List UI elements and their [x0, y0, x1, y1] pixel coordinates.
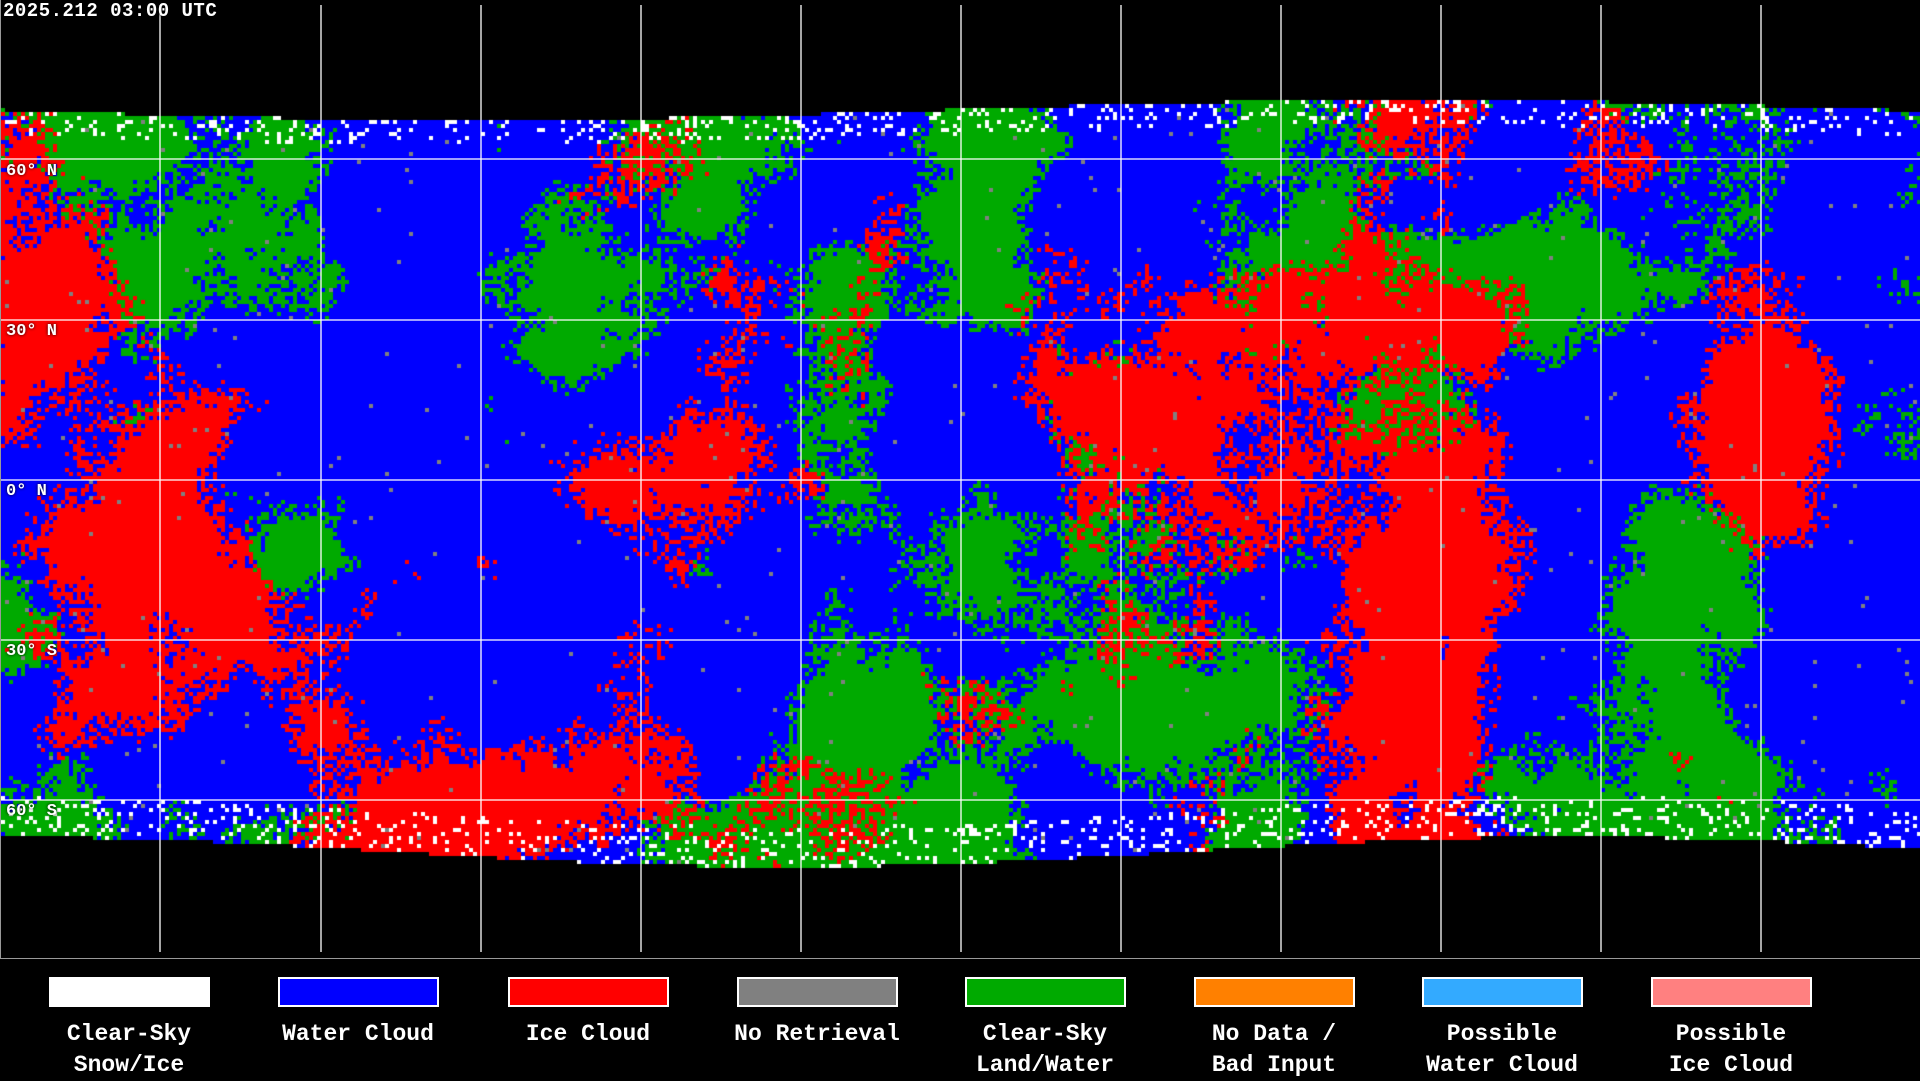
legend-label: Possible Ice Cloud — [1668, 1021, 1794, 1078]
lat-label-60n: 60° N — [6, 162, 58, 181]
legend-swatch — [963, 976, 1127, 1008]
legend-item-possible-ice-cloud: Possible Ice Cloud — [1626, 976, 1836, 1081]
lat-label-30s: 30° S — [6, 642, 58, 661]
legend-item-ice-cloud: Ice Cloud — [483, 976, 693, 1050]
legend-label: Water Cloud — [282, 1021, 434, 1047]
legend-label: Clear-Sky Snow/Ice — [66, 1021, 192, 1078]
legend-label: Possible Water Cloud — [1426, 1021, 1578, 1078]
legend-label: No Data / Bad Input — [1211, 1021, 1337, 1078]
legend-swatch — [276, 976, 440, 1008]
legend-swatch — [1420, 976, 1584, 1008]
legend-item-water-cloud: Water Cloud — [253, 976, 463, 1050]
legend-swatch — [47, 976, 211, 1008]
legend-swatch — [735, 976, 899, 1008]
legend-item-possible-water-cloud: Possible Water Cloud — [1397, 976, 1607, 1081]
lat-lon-grid — [1, 5, 1920, 952]
legend-label: Ice Cloud — [525, 1021, 651, 1047]
legend-swatch — [1649, 976, 1813, 1008]
legend-item-clear-sky-land-water: Clear-Sky Land/Water — [940, 976, 1150, 1081]
legend-item-no-data: No Data / Bad Input — [1169, 976, 1379, 1081]
lat-label-0n: 0° N — [6, 482, 47, 501]
legend-item-clear-sky-snow-ice: Clear-Sky Snow/Ice — [24, 976, 234, 1081]
legend-label: Clear-Sky Land/Water — [975, 1021, 1115, 1078]
lat-label-30n: 30° N — [6, 322, 58, 341]
legend-label: No Retrieval — [734, 1021, 900, 1047]
cloud-phase-map — [0, 0, 1920, 959]
legend-swatch — [506, 976, 670, 1008]
timestamp: 2025.212 03:00 UTC — [3, 0, 218, 22]
legend-swatch — [1192, 976, 1356, 1008]
lat-label-60s: 60° S — [6, 802, 58, 821]
legend-item-no-retrieval: No Retrieval — [712, 976, 922, 1050]
